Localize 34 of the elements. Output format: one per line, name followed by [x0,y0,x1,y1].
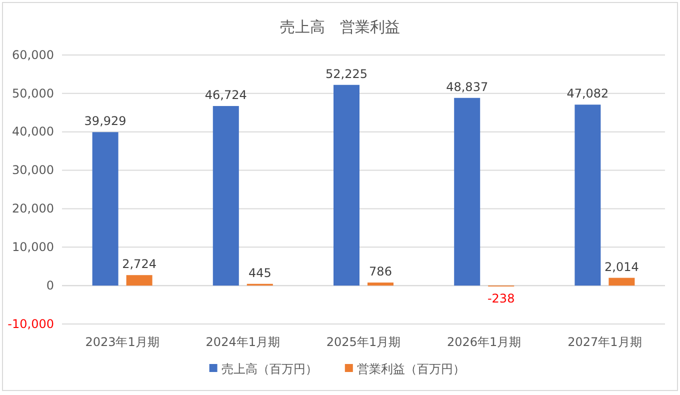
y-tick-label: 30,000 [12,163,54,178]
y-tick-label: 20,000 [12,202,54,216]
x-tick-label: 2025年1月期 [326,335,401,349]
y-tick-label: 40,000 [12,124,54,139]
bar [454,98,480,286]
x-tick-label: 2027年1月期 [568,335,642,349]
data-label: 786 [369,264,392,279]
bar [92,132,118,286]
y-tick-label: 10,000 [12,240,54,254]
data-label: 46,724 [204,88,247,102]
data-label: 48,837 [446,80,488,94]
chart-title: 売上高 営業利益 [280,18,400,36]
bar [212,106,239,286]
bar [608,278,635,286]
y-tick-label: 50,000 [12,86,54,100]
data-label: 47,082 [566,86,609,101]
legend-label: 売上高（百万円） [221,362,318,376]
y-tick-label: -10,000 [8,316,54,331]
y-tick-label: 0 [46,278,54,292]
legend-label: 営業利益（百万円） [356,362,465,376]
bar [574,104,601,286]
x-tick-label: 2024年1月期 [206,335,280,349]
data-label: 39,929 [84,114,126,128]
bar [126,275,152,286]
x-tick-label: 2026年1月期 [447,335,522,349]
data-label: 2,724 [122,257,156,272]
bar [334,84,360,286]
bar [368,282,394,286]
y-tick-label: 60,000 [12,48,54,62]
x-tick-label: 2023年1月期 [85,335,160,349]
data-label: 445 [248,266,272,280]
data-label: 2,014 [604,260,639,274]
data-label: 52,225 [326,66,368,81]
data-label: -238 [487,291,515,306]
